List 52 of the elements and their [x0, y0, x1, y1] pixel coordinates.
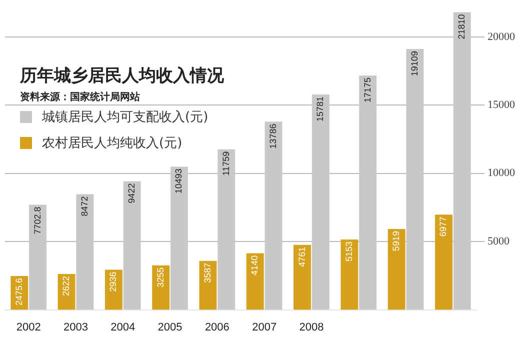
legend-label: 城镇居民人均可支配收入(元) — [42, 109, 208, 126]
data-label: 2936 — [108, 272, 118, 292]
x-tick-label: 2003 — [63, 321, 88, 334]
bar — [170, 166, 188, 310]
x-tick-label: 2002 — [16, 321, 41, 334]
bar — [29, 204, 47, 310]
text: 历年城乡居民人均收入情况 — [20, 65, 224, 87]
y-tick-label: 10000 — [488, 167, 516, 180]
bar — [312, 94, 330, 310]
data-label: 19109 — [409, 51, 420, 76]
legend-label: 农村居民人均纯收入(元) — [42, 135, 182, 152]
data-label: 8472 — [79, 196, 90, 216]
bar — [453, 12, 471, 310]
data-label: 5919 — [391, 231, 402, 252]
data-label: 2475.6 — [14, 278, 24, 306]
bar — [388, 229, 406, 310]
bar — [359, 75, 377, 310]
data-label: 10493 — [174, 168, 184, 194]
bar — [199, 260, 217, 310]
data-label: 4761 — [296, 246, 307, 267]
x-tick-label: 2005 — [158, 321, 182, 334]
data-label: 2622 — [61, 276, 72, 296]
data-label: 9422 — [126, 183, 137, 204]
x-tick-label: 2006 — [204, 321, 230, 334]
x-tick-label: 2008 — [299, 321, 324, 334]
bar — [76, 194, 94, 310]
data-label: 21810 — [456, 14, 467, 40]
data-label: 13786 — [268, 124, 278, 149]
data-label: 3587 — [202, 262, 212, 283]
x-tick-label: 2007 — [252, 321, 277, 334]
bar — [294, 244, 312, 310]
bar — [123, 181, 141, 310]
x-tick-label: 2004 — [110, 321, 136, 334]
data-label: 5153 — [344, 241, 354, 262]
y-tick-label: 20000 — [488, 30, 516, 43]
bar — [340, 239, 358, 310]
bar — [218, 149, 236, 310]
bar — [152, 265, 170, 310]
data-label: 7702.8 — [32, 206, 42, 234]
data-label: 3255 — [155, 267, 166, 288]
bar — [434, 214, 452, 310]
bar — [264, 122, 282, 310]
data-label: 6977 — [438, 216, 448, 237]
bar — [246, 253, 264, 310]
data-label: 17175 — [362, 77, 372, 102]
data-label: 4140 — [250, 255, 260, 276]
data-label: 15781 — [315, 96, 326, 122]
y-tick-label: 15000 — [488, 99, 516, 112]
y-tick-label: 5000 — [488, 235, 510, 248]
bar — [406, 49, 424, 310]
data-label: 11759 — [220, 151, 231, 176]
text: 资料来源：国家统计局网站 — [20, 90, 140, 104]
